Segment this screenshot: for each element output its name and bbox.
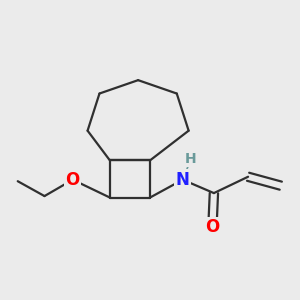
Text: H: H xyxy=(185,152,197,166)
Text: N: N xyxy=(176,171,190,189)
Text: O: O xyxy=(66,171,80,189)
Text: O: O xyxy=(205,218,220,236)
